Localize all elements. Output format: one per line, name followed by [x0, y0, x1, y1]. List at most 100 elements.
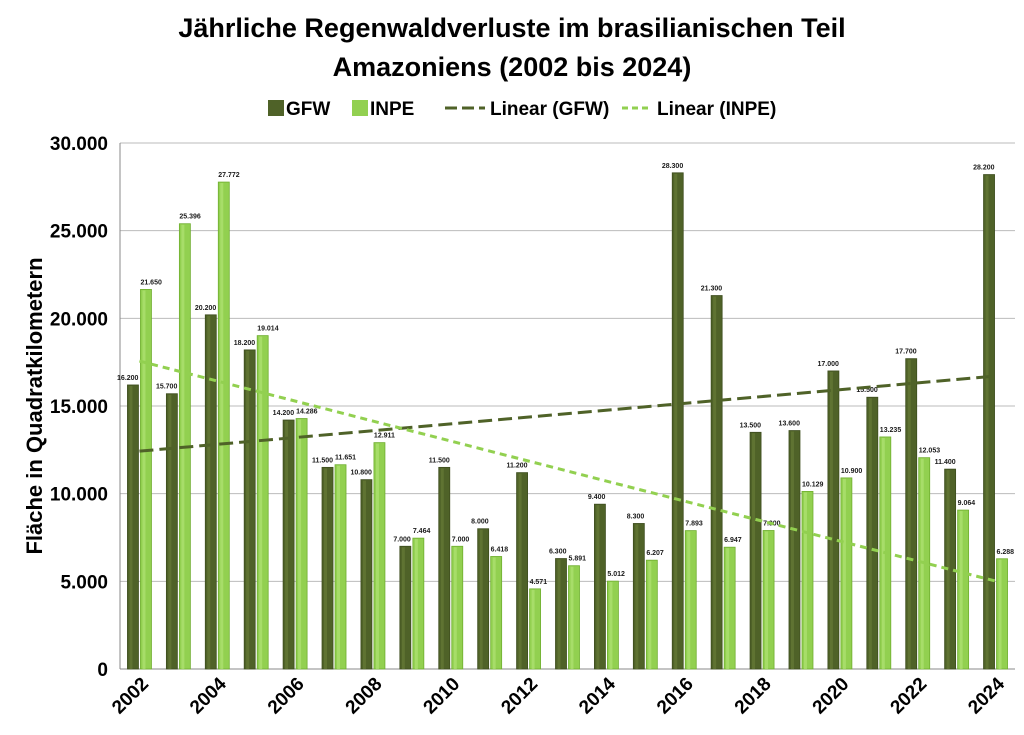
bar-highlight — [609, 582, 613, 669]
bar-gfw — [477, 528, 490, 670]
bar-highlight — [829, 371, 833, 669]
bar-highlight — [324, 468, 328, 669]
bar-inpe — [762, 530, 775, 670]
x-tick-label: 2024 — [964, 673, 1009, 718]
data-label-inpe: 7.464 — [413, 528, 431, 535]
bar-highlight — [246, 350, 250, 669]
bar-inpe — [217, 181, 230, 670]
y-tick-label: 30.000 — [50, 134, 108, 155]
legend-label-linear-inpe: Linear (INPE) — [657, 99, 776, 120]
bar-inpe — [373, 442, 386, 670]
x-tick-label: 2016 — [653, 674, 698, 719]
data-label-inpe: 10.900 — [841, 468, 863, 475]
bar-gfw — [243, 349, 256, 670]
data-label-gfw: 28.200 — [973, 165, 995, 172]
data-label-inpe: 7.000 — [452, 536, 470, 543]
bar-inpe — [723, 546, 736, 670]
bar-highlight — [479, 529, 483, 669]
data-label-inpe: 12.911 — [374, 433, 395, 440]
bar-highlight — [129, 385, 133, 669]
bar-gfw — [204, 314, 217, 670]
data-label-inpe: 21.650 — [140, 279, 162, 286]
data-label-gfw: 13.600 — [779, 421, 801, 428]
data-label-gfw: 13.500 — [740, 422, 762, 429]
bar-inpe — [568, 565, 580, 670]
y-tick-label: 15.000 — [50, 397, 108, 418]
trendline-gfw — [139, 374, 996, 453]
bar-gfw — [866, 396, 879, 670]
bar-inpe — [140, 289, 152, 670]
bar-gfw — [165, 393, 178, 670]
data-label-gfw: 9.400 — [588, 494, 606, 501]
bar-highlight — [518, 473, 522, 669]
bar-highlight — [220, 183, 224, 669]
bar-gfw — [710, 295, 723, 670]
bar-highlight — [752, 433, 756, 669]
data-label-gfw: 20.200 — [195, 305, 217, 312]
bar-highlight — [168, 394, 172, 669]
bar-inpe — [684, 530, 697, 670]
bar-highlight — [998, 559, 1002, 669]
x-tick-label: 2020 — [809, 674, 854, 719]
x-tick-label: 2010 — [420, 674, 465, 719]
bar-highlight — [375, 443, 379, 669]
bar-gfw — [632, 523, 645, 670]
bar-highlight — [414, 539, 418, 669]
bar-gfw — [594, 503, 606, 670]
bar-highlight — [803, 492, 807, 669]
legend-swatch-gfw — [268, 100, 284, 116]
bar-highlight — [492, 557, 496, 669]
bar-gfw — [399, 545, 412, 670]
bar-inpe — [645, 559, 658, 670]
y-tick-label: 10.000 — [50, 485, 108, 506]
bar-highlight — [713, 296, 717, 669]
bar-highlight — [687, 531, 691, 669]
bar-inpe — [295, 418, 308, 670]
bar-highlight — [570, 566, 574, 669]
bar-gfw — [671, 172, 684, 670]
bar-highlight — [726, 548, 730, 669]
bar-inpe — [529, 588, 541, 670]
bar-highlight — [285, 421, 289, 669]
data-label-inpe: 5.012 — [607, 571, 625, 578]
bar-gfw — [983, 174, 995, 670]
data-label-inpe: 7.893 — [685, 521, 703, 528]
bar-inpe — [451, 545, 464, 670]
data-label-inpe: 4.571 — [530, 579, 548, 586]
bar-highlight — [362, 480, 366, 669]
bar-highlight — [868, 398, 872, 669]
data-label-inpe: 6.947 — [724, 537, 742, 544]
bar-highlight — [985, 175, 989, 669]
data-label-inpe: 6.288 — [997, 549, 1015, 556]
x-tick-label: 2022 — [887, 674, 932, 719]
bar-gfw — [127, 384, 139, 670]
data-label-gfw: 17.000 — [817, 361, 839, 368]
x-tick-label: 2014 — [575, 673, 620, 718]
bar-highlight — [531, 589, 535, 669]
bar-highlight — [635, 524, 639, 669]
x-tick-label: 2006 — [264, 674, 309, 719]
data-label-gfw: 14.200 — [273, 410, 295, 417]
chart-title-line1: Jährliche Regenwaldverluste im brasilian… — [178, 13, 845, 43]
bar-inpe — [801, 491, 814, 670]
data-label-inpe: 6.207 — [646, 550, 664, 557]
data-label-gfw: 21.300 — [701, 286, 723, 293]
bar-highlight — [674, 173, 678, 669]
trendline-inpe — [139, 359, 996, 583]
bar-highlight — [596, 505, 600, 669]
bar-highlight — [557, 559, 561, 669]
chart-title-line2: Amazoniens (2002 bis 2024) — [333, 52, 692, 82]
bar-highlight — [946, 470, 950, 669]
bar-highlight — [259, 336, 263, 669]
data-label-gfw: 18.200 — [234, 340, 256, 347]
bar-gfw — [788, 430, 801, 670]
bar-highlight — [765, 531, 769, 669]
bar-highlight — [401, 547, 405, 669]
y-tick-label: 25.000 — [50, 222, 108, 243]
bar-highlight — [907, 359, 911, 669]
legend-label-linear-gfw: Linear (GFW) — [490, 99, 609, 120]
data-label-inpe: 19.014 — [257, 326, 279, 333]
bar-gfw — [749, 431, 762, 670]
